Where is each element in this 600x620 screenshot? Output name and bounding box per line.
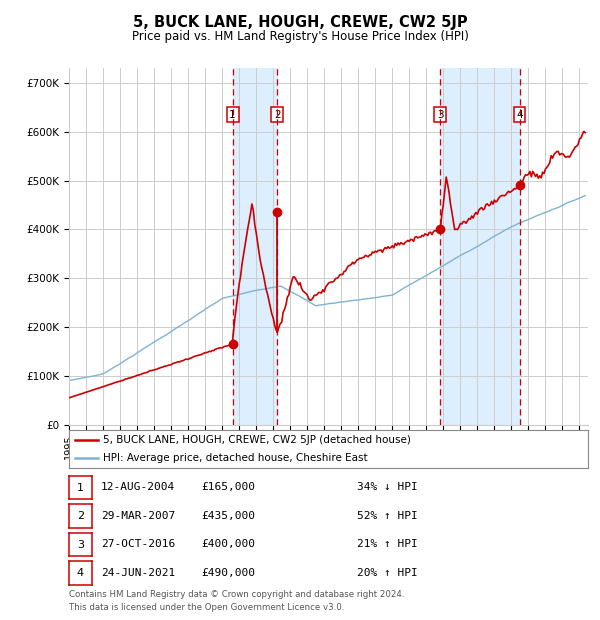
- Text: 5, BUCK LANE, HOUGH, CREWE, CW2 5JP (detached house): 5, BUCK LANE, HOUGH, CREWE, CW2 5JP (det…: [103, 435, 410, 445]
- Text: 27-OCT-2016: 27-OCT-2016: [101, 539, 175, 549]
- Text: 20% ↑ HPI: 20% ↑ HPI: [357, 568, 418, 578]
- Text: 24-JUN-2021: 24-JUN-2021: [101, 568, 175, 578]
- Text: This data is licensed under the Open Government Licence v3.0.: This data is licensed under the Open Gov…: [69, 603, 344, 612]
- Text: 5, BUCK LANE, HOUGH, CREWE, CW2 5JP: 5, BUCK LANE, HOUGH, CREWE, CW2 5JP: [133, 16, 467, 30]
- Text: 29-MAR-2007: 29-MAR-2007: [101, 511, 175, 521]
- Text: Contains HM Land Registry data © Crown copyright and database right 2024.: Contains HM Land Registry data © Crown c…: [69, 590, 404, 600]
- Text: £490,000: £490,000: [201, 568, 255, 578]
- Text: £400,000: £400,000: [201, 539, 255, 549]
- Text: 3: 3: [437, 110, 443, 120]
- Text: 2: 2: [77, 511, 84, 521]
- Text: £165,000: £165,000: [201, 482, 255, 492]
- Text: 34% ↓ HPI: 34% ↓ HPI: [357, 482, 418, 492]
- Text: 1: 1: [229, 110, 236, 120]
- Text: 12-AUG-2004: 12-AUG-2004: [101, 482, 175, 492]
- Text: HPI: Average price, detached house, Cheshire East: HPI: Average price, detached house, Ches…: [103, 453, 367, 464]
- Text: 4: 4: [77, 568, 84, 578]
- Text: 2: 2: [274, 110, 281, 120]
- Bar: [440, 68, 520, 425]
- Text: Price paid vs. HM Land Registry's House Price Index (HPI): Price paid vs. HM Land Registry's House …: [131, 30, 469, 43]
- Bar: [233, 68, 277, 425]
- Text: 21% ↑ HPI: 21% ↑ HPI: [357, 539, 418, 549]
- Text: £435,000: £435,000: [201, 511, 255, 521]
- Text: 3: 3: [77, 539, 84, 550]
- Text: 1: 1: [77, 482, 84, 493]
- Text: 52% ↑ HPI: 52% ↑ HPI: [357, 511, 418, 521]
- Text: 4: 4: [516, 110, 523, 120]
